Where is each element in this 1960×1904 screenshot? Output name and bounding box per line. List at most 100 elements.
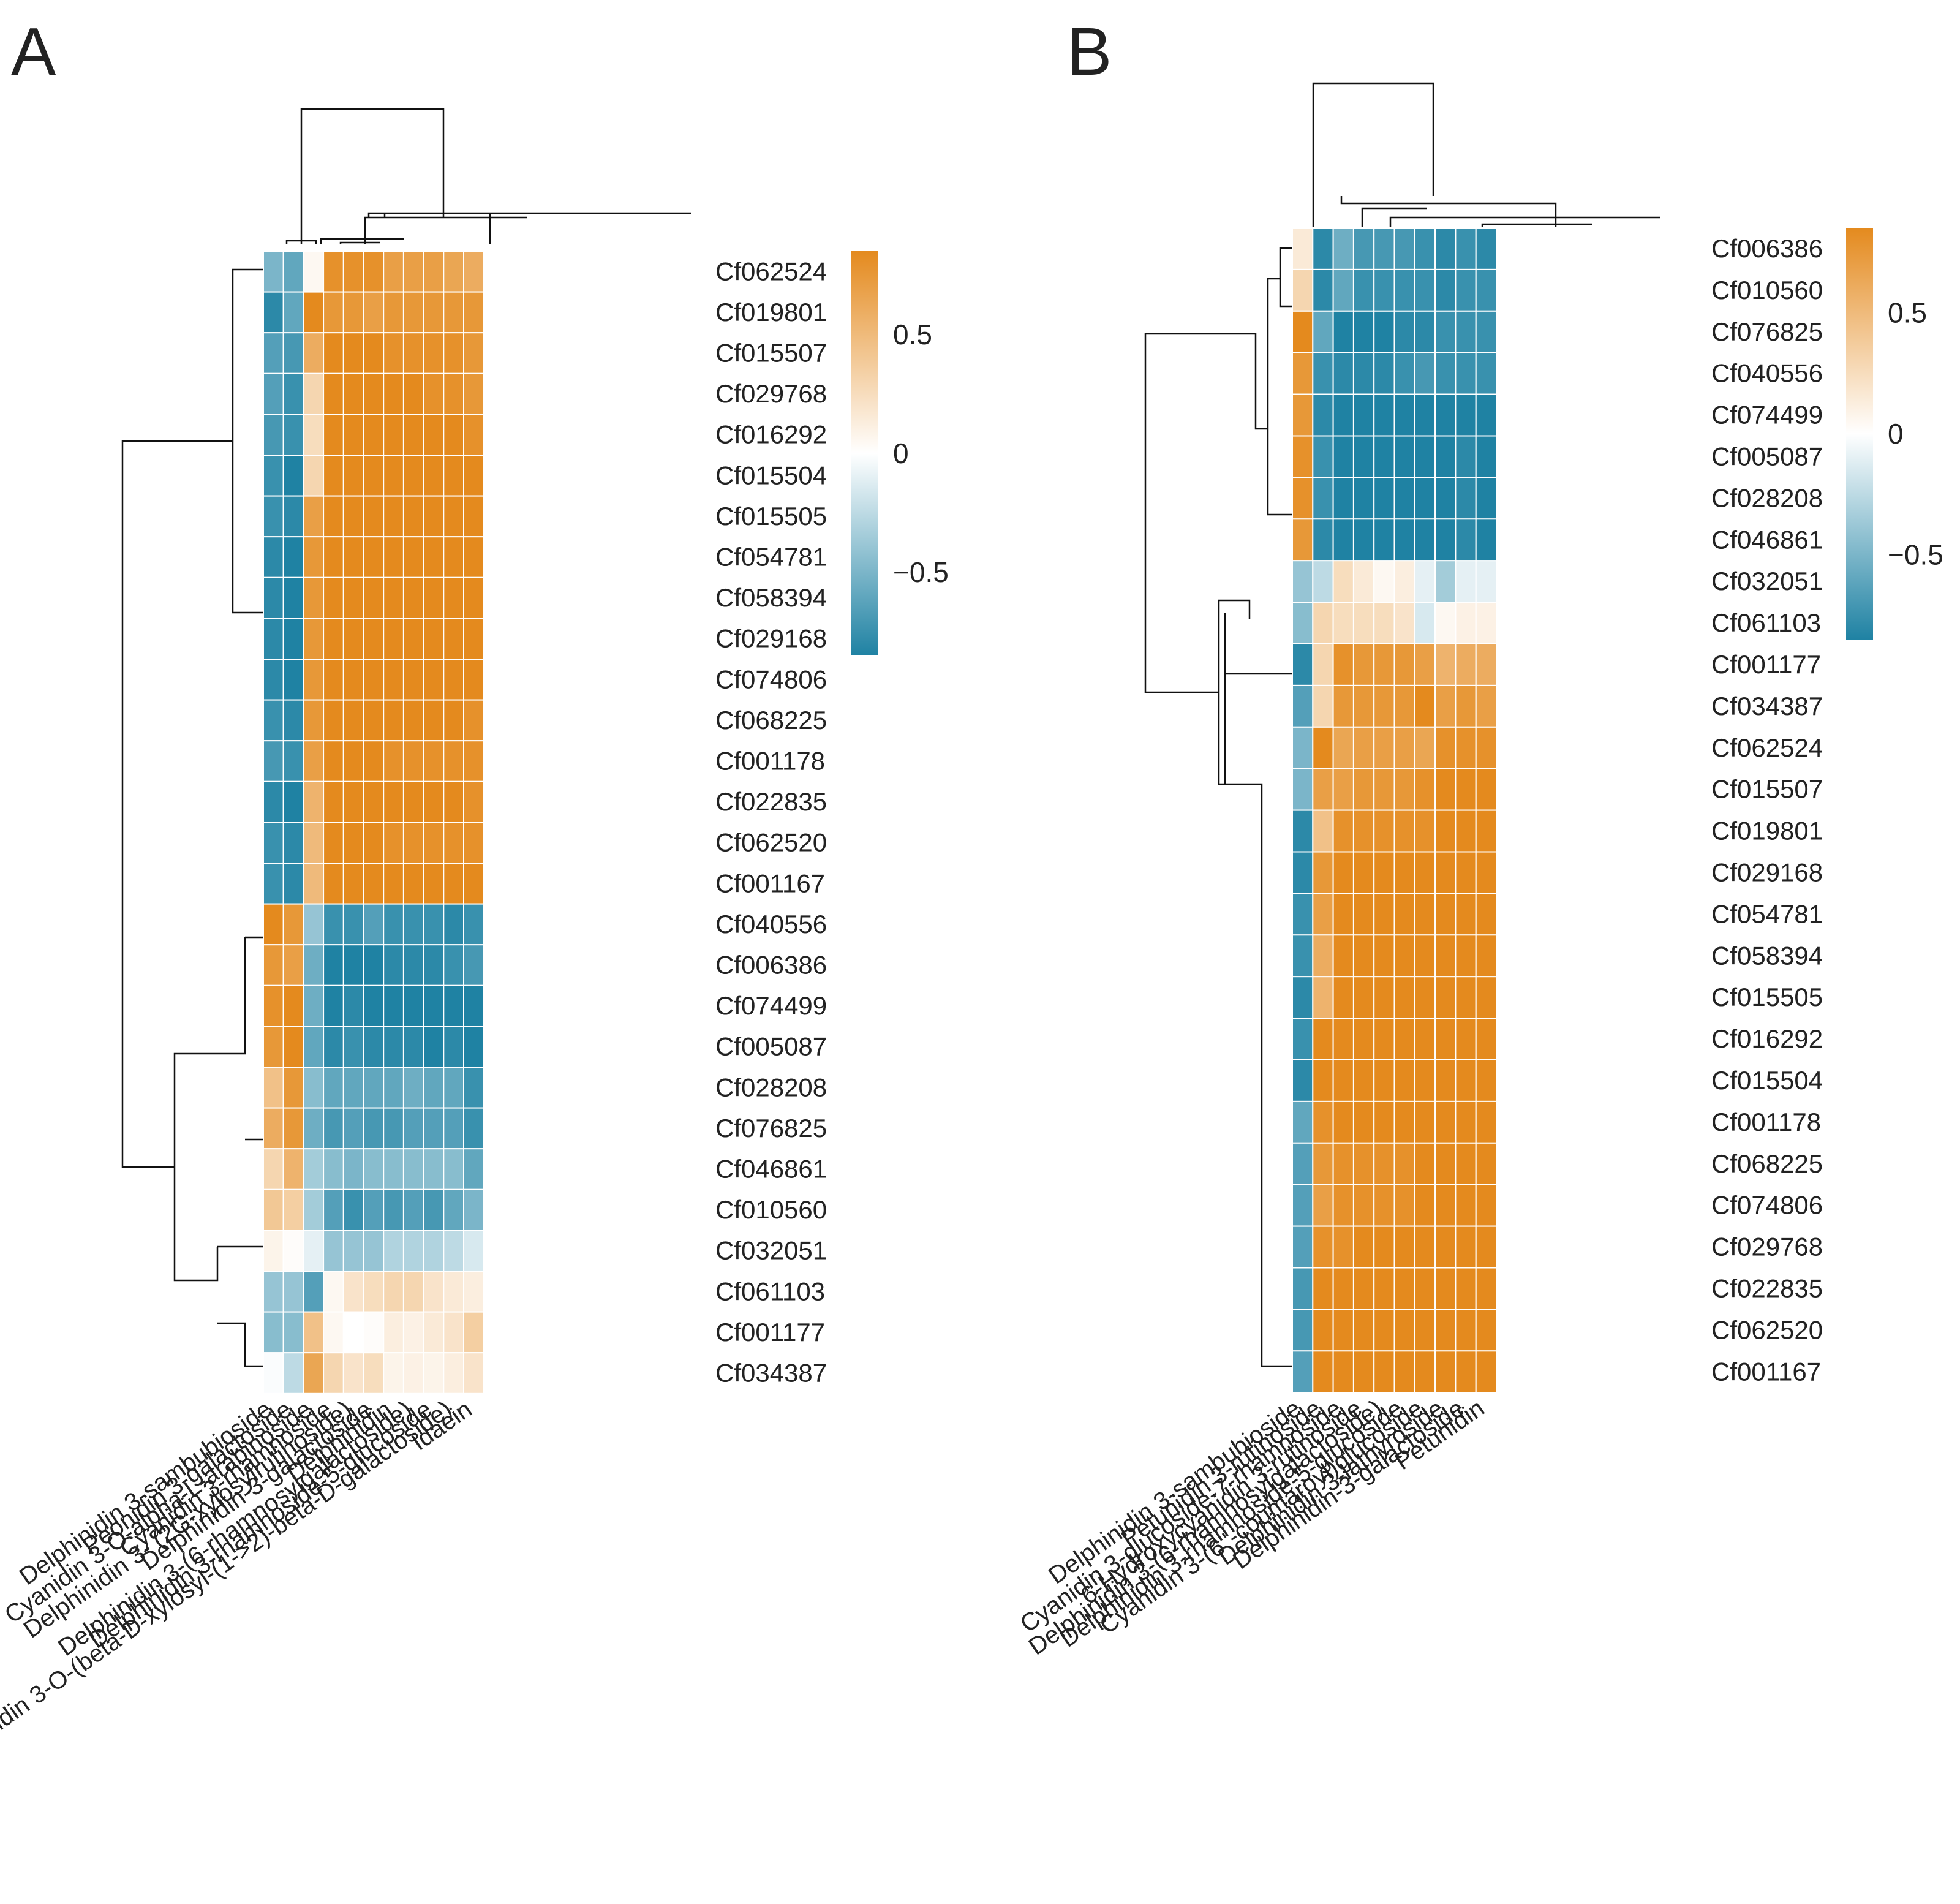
heatmap-cell [1312,684,1334,728]
heatmap-cell [423,1148,445,1190]
heatmap-cell [402,1067,424,1109]
row-label: Cf040556 [715,910,827,939]
heatmap-cell [443,699,464,742]
heatmap-cell [1292,643,1314,686]
heatmap-cell [303,576,325,619]
heatmap-cell [1373,268,1395,312]
heatmap-cell [1434,435,1457,478]
legend-tick-label: 0.5 [893,319,932,350]
heatmap-cell [1414,477,1436,520]
heatmap-cell [263,536,284,578]
heatmap-cell [1332,1142,1354,1185]
heatmap-cell [342,1230,364,1272]
heatmap-cell [1373,352,1395,395]
heatmap-cell [1373,1225,1395,1269]
heatmap-cell [1352,976,1375,1019]
heatmap-cell [1455,1225,1477,1269]
heatmap-cell [323,1148,344,1190]
row-label: Cf034387 [1711,692,1823,720]
heatmap-cell [323,1352,344,1394]
heatmap-cell [303,414,325,456]
heatmap-cell [1393,268,1415,312]
heatmap-cell [423,1107,445,1150]
heatmap-cell [1332,435,1354,478]
heatmap-cell [363,863,385,905]
heatmap-cell [443,984,464,1027]
heatmap-cell [383,455,404,497]
row-label: Cf005087 [1711,442,1823,471]
heatmap-cell [1292,1309,1314,1352]
heatmap-cell [1475,1100,1497,1144]
heatmap-cell [423,332,445,374]
heatmap-cell [323,863,344,905]
heatmap-cells-a [263,251,484,1394]
heatmap-cell [1292,1100,1314,1144]
heatmap-cell [1373,726,1395,769]
heatmap-cell [303,903,325,946]
legend-colorbar-b [1846,228,1873,640]
heatmap-cell [303,659,325,701]
heatmap-cell [1455,809,1477,853]
heatmap-cell [323,659,344,701]
heatmap-cell [443,1271,464,1313]
row-label: Cf034387 [715,1359,827,1388]
heatmap-cell [1312,809,1334,853]
heatmap-cell [1373,643,1395,686]
heatmap-cell [463,291,484,334]
heatmap-cell [443,251,464,293]
heatmap-cell [1414,435,1436,478]
heatmap-cell [1393,684,1415,728]
heatmap-cell [282,1311,304,1354]
heatmap-cell [463,251,484,293]
row-label: Cf006386 [1711,234,1823,263]
row-label: Cf062520 [1711,1315,1823,1344]
heatmap-cell [463,495,484,538]
heatmap-cell [1312,352,1334,395]
heatmap-cell [263,659,284,701]
heatmap-cell [1332,1100,1354,1144]
heatmap-cell [1434,643,1457,686]
heatmap-cell [282,699,304,742]
heatmap-cell [383,1026,404,1068]
heatmap-cell [263,1311,284,1354]
heatmap-cell [1393,851,1415,894]
heatmap-cell [1414,1059,1436,1102]
heatmap-cell [463,944,484,986]
heatmap-cell [1312,477,1334,520]
heatmap-cell [402,1271,424,1313]
heatmap-cell [1393,1267,1415,1310]
legend-colorbar-a [851,251,878,655]
col-dendrogram-a [285,108,691,244]
heatmap-cell [423,1067,445,1109]
heatmap-cell [443,822,464,864]
heatmap-cell [1292,227,1314,270]
heatmap-cell [1292,1267,1314,1310]
heatmap-cell [342,455,364,497]
heatmap-cell [1455,352,1477,395]
heatmap-cell [363,699,385,742]
heatmap-cell [363,903,385,946]
heatmap-cell [1292,1184,1314,1227]
legend-a: 0.5 0 −0.5 [851,251,949,655]
heatmap-cell [1373,477,1395,520]
heatmap-cell [423,372,445,415]
heatmap-cell [1434,1309,1457,1352]
heatmap-cell [443,1352,464,1394]
heatmap-cell [423,1230,445,1272]
heatmap-cell [423,414,445,456]
heatmap-cell [1475,477,1497,520]
heatmap-cell [443,1067,464,1109]
heatmap-cell [1292,477,1314,520]
heatmap-cell [1332,310,1354,353]
heatmap-cell [282,1107,304,1150]
heatmap-cell [282,659,304,701]
heatmap-cell [1393,726,1415,769]
heatmap-cell [1393,1184,1415,1227]
heatmap-cell [383,495,404,538]
heatmap-cell [1393,893,1415,936]
heatmap-cell [363,455,385,497]
row-label: Cf015507 [1711,775,1823,804]
heatmap-cell [402,944,424,986]
heatmap-cell [1434,684,1457,728]
